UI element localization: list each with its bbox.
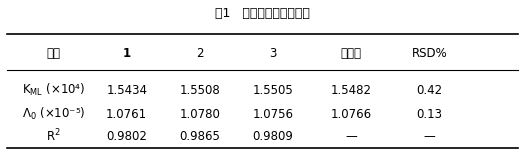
Text: 1.0761: 1.0761 bbox=[106, 108, 148, 120]
Text: 1.0780: 1.0780 bbox=[180, 108, 220, 120]
Text: 1.0756: 1.0756 bbox=[253, 108, 293, 120]
Text: RSD%: RSD% bbox=[412, 47, 447, 60]
Text: 0.9809: 0.9809 bbox=[253, 130, 293, 143]
Text: 0.9865: 0.9865 bbox=[180, 130, 220, 143]
Text: $\Lambda_{0}$ (×10⁻⁵): $\Lambda_{0}$ (×10⁻⁵) bbox=[22, 106, 85, 122]
Text: 0.13: 0.13 bbox=[417, 108, 443, 120]
Text: 编号: 编号 bbox=[47, 47, 60, 60]
Text: —: — bbox=[424, 130, 435, 143]
Text: R$^{2}$: R$^{2}$ bbox=[46, 128, 61, 145]
Text: 平均值: 平均值 bbox=[341, 47, 362, 60]
Text: 3: 3 bbox=[269, 47, 277, 60]
Text: 1: 1 bbox=[123, 47, 131, 60]
Text: 0.42: 0.42 bbox=[416, 84, 443, 97]
Text: 1.5505: 1.5505 bbox=[253, 84, 293, 97]
Text: 1.5482: 1.5482 bbox=[331, 84, 372, 97]
Text: 1.5434: 1.5434 bbox=[106, 84, 147, 97]
Text: 0.9802: 0.9802 bbox=[106, 130, 147, 143]
Text: 1.5508: 1.5508 bbox=[180, 84, 220, 97]
Text: 表1   准确度与精密度试验: 表1 准确度与精密度试验 bbox=[215, 7, 310, 20]
Text: 2: 2 bbox=[196, 47, 204, 60]
Text: —: — bbox=[345, 130, 357, 143]
Text: K$_{\mathregular{ML}}$ (×10⁴): K$_{\mathregular{ML}}$ (×10⁴) bbox=[22, 82, 85, 98]
Text: 1.0766: 1.0766 bbox=[331, 108, 372, 120]
